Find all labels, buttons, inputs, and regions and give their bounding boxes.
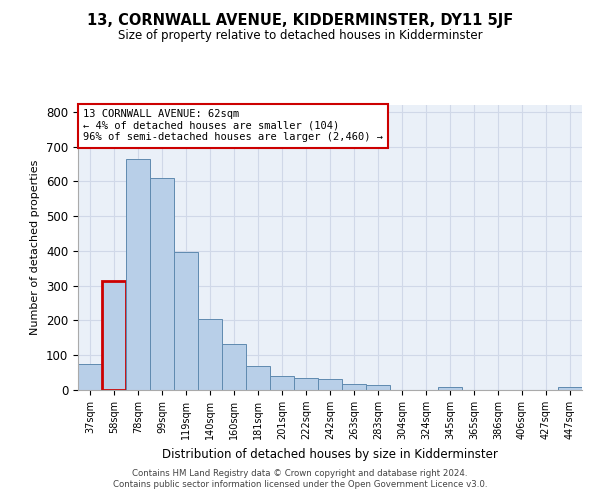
Bar bbox=[270, 376, 294, 390]
Bar bbox=[198, 319, 222, 390]
Bar bbox=[150, 178, 174, 390]
Bar bbox=[342, 384, 366, 390]
Text: Size of property relative to detached houses in Kidderminster: Size of property relative to detached ho… bbox=[118, 29, 482, 42]
Bar bbox=[558, 387, 582, 390]
Bar bbox=[246, 366, 270, 390]
Bar bbox=[438, 387, 462, 390]
Bar bbox=[366, 386, 390, 390]
Bar bbox=[222, 344, 246, 390]
Bar bbox=[174, 252, 198, 390]
Text: Contains HM Land Registry data © Crown copyright and database right 2024.: Contains HM Land Registry data © Crown c… bbox=[132, 468, 468, 477]
Bar bbox=[126, 159, 150, 390]
Text: Contains public sector information licensed under the Open Government Licence v3: Contains public sector information licen… bbox=[113, 480, 487, 489]
Y-axis label: Number of detached properties: Number of detached properties bbox=[31, 160, 40, 335]
Bar bbox=[318, 378, 342, 390]
X-axis label: Distribution of detached houses by size in Kidderminster: Distribution of detached houses by size … bbox=[162, 448, 498, 460]
Bar bbox=[78, 364, 102, 390]
Bar bbox=[102, 280, 126, 390]
Text: 13, CORNWALL AVENUE, KIDDERMINSTER, DY11 5JF: 13, CORNWALL AVENUE, KIDDERMINSTER, DY11… bbox=[87, 12, 513, 28]
Text: 13 CORNWALL AVENUE: 62sqm
← 4% of detached houses are smaller (104)
96% of semi-: 13 CORNWALL AVENUE: 62sqm ← 4% of detach… bbox=[83, 110, 383, 142]
Bar bbox=[294, 378, 318, 390]
